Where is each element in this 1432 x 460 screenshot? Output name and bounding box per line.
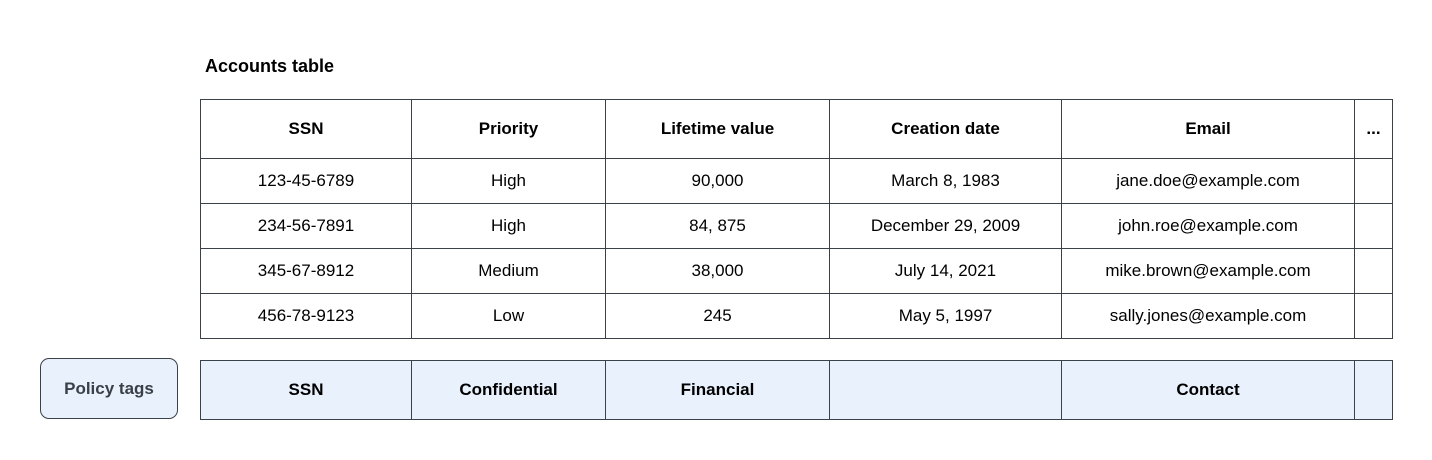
cell-creation-date[interactable]: July 14, 2021 <box>829 248 1062 294</box>
cell-ssn[interactable]: 345-67-8912 <box>200 248 412 294</box>
cell-email[interactable]: john.roe@example.com <box>1061 203 1355 249</box>
table-row: 345-67-8912 Medium 38,000 July 14, 2021 … <box>200 248 1393 294</box>
table-row: 234-56-7891 High 84, 875 December 29, 20… <box>200 203 1393 249</box>
accounts-header-row: SSN Priority Lifetime value Creation dat… <box>200 99 1393 159</box>
policy-tag-confidential[interactable]: Confidential <box>411 360 606 420</box>
page-title: Accounts table <box>205 56 335 76</box>
cell-ssn[interactable]: 456-78-9123 <box>200 293 412 339</box>
cell-creation-date[interactable]: December 29, 2009 <box>829 203 1062 249</box>
policy-tag-contact[interactable]: Contact <box>1061 360 1355 420</box>
cell-lifetime-value[interactable]: 84, 875 <box>605 203 830 249</box>
cell-email[interactable]: sally.jones@example.com <box>1061 293 1355 339</box>
column-header-creation-date[interactable]: Creation date <box>829 99 1062 159</box>
cell-lifetime-value[interactable]: 38,000 <box>605 248 830 294</box>
cell-creation-date[interactable]: March 8, 1983 <box>829 158 1062 204</box>
cell-ssn[interactable]: 234-56-7891 <box>200 203 412 249</box>
cell-email[interactable]: mike.brown@example.com <box>1061 248 1355 294</box>
policy-tags-row: SSN Confidential Financial Contact <box>200 360 1393 420</box>
cell-ssn[interactable]: 123-45-6789 <box>200 158 412 204</box>
cell-priority[interactable]: High <box>411 203 606 249</box>
policy-tag-empty-more[interactable] <box>1354 360 1393 420</box>
policy-tag-financial[interactable]: Financial <box>605 360 830 420</box>
cell-priority[interactable]: High <box>411 158 606 204</box>
accounts-table: SSN Priority Lifetime value Creation dat… <box>200 99 1393 339</box>
cell-more[interactable] <box>1354 158 1393 204</box>
column-header-email[interactable]: Email <box>1061 99 1355 159</box>
cell-lifetime-value[interactable]: 90,000 <box>605 158 830 204</box>
cell-priority[interactable]: Low <box>411 293 606 339</box>
cell-creation-date[interactable]: May 5, 1997 <box>829 293 1062 339</box>
policy-tag-ssn[interactable]: SSN <box>200 360 412 420</box>
policy-tag-empty[interactable] <box>829 360 1062 420</box>
cell-more[interactable] <box>1354 203 1393 249</box>
policy-tags-button[interactable]: Policy tags <box>40 358 178 419</box>
cell-more[interactable] <box>1354 293 1393 339</box>
cell-email[interactable]: jane.doe@example.com <box>1061 158 1355 204</box>
column-header-more[interactable]: ... <box>1354 99 1393 159</box>
table-row: 456-78-9123 Low 245 May 5, 1997 sally.jo… <box>200 293 1393 339</box>
policy-tag-cells: SSN Confidential Financial Contact <box>200 360 1393 420</box>
table-row: 123-45-6789 High 90,000 March 8, 1983 ja… <box>200 158 1393 204</box>
column-header-ssn[interactable]: SSN <box>200 99 412 159</box>
policy-tags-button-label: Policy tags <box>64 378 154 398</box>
column-header-priority[interactable]: Priority <box>411 99 606 159</box>
cell-more[interactable] <box>1354 248 1393 294</box>
cell-priority[interactable]: Medium <box>411 248 606 294</box>
column-header-lifetime-value[interactable]: Lifetime value <box>605 99 830 159</box>
cell-lifetime-value[interactable]: 245 <box>605 293 830 339</box>
